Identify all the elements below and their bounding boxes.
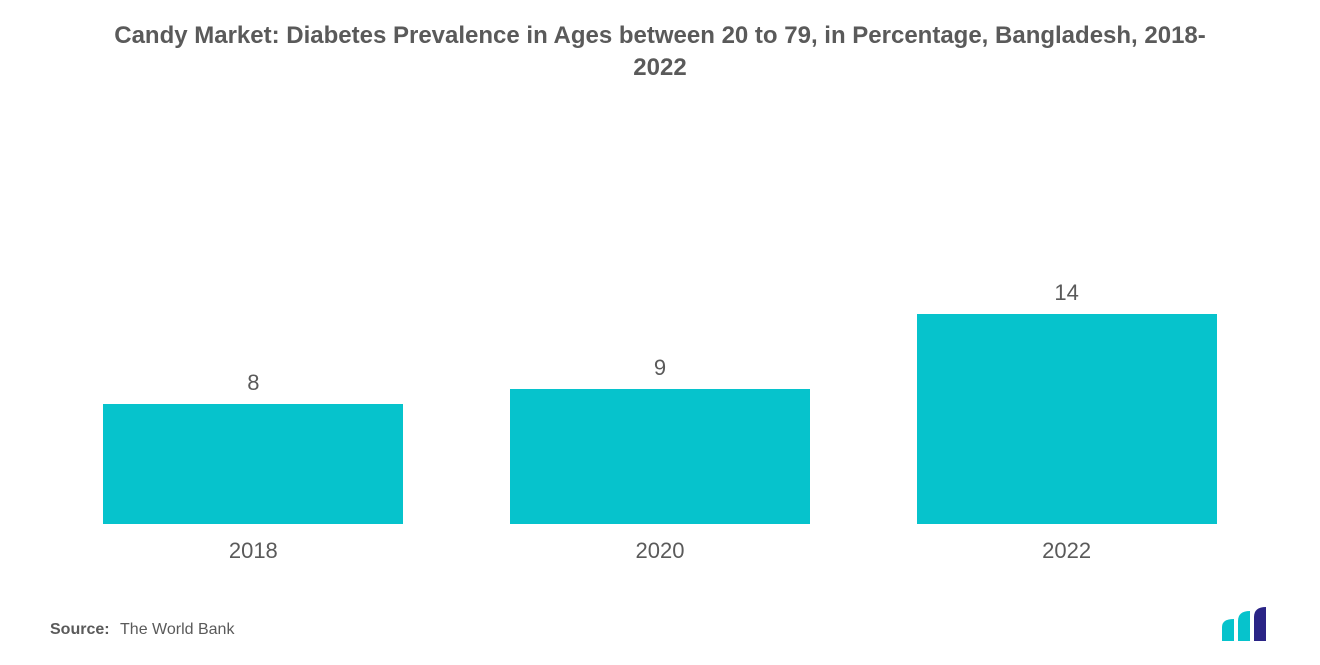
brand-logo-icon	[1220, 607, 1280, 643]
bars-row: 8 2018 9 2020 14 2022	[50, 145, 1270, 565]
source-text: The World Bank	[120, 621, 234, 638]
logo-wave-right	[1254, 607, 1266, 641]
chart-container: Candy Market: Diabetes Prevalence in Age…	[0, 0, 1320, 665]
bar	[510, 389, 810, 524]
bar	[917, 314, 1217, 524]
bar	[103, 404, 403, 524]
bar-group: 14 2022	[917, 280, 1217, 564]
chart-title: Candy Market: Diabetes Prevalence in Age…	[110, 20, 1210, 85]
bar-group: 9 2020	[510, 355, 810, 564]
bar-value-label: 9	[654, 355, 666, 381]
bar-group: 8 2018	[103, 370, 403, 564]
logo-wave-mid	[1238, 611, 1250, 641]
bar-category-label: 2022	[1042, 538, 1091, 564]
logo-wave-left	[1222, 619, 1234, 641]
chart-plot-area: 8 2018 9 2020 14 2022	[50, 145, 1270, 565]
source-label: Source:	[50, 621, 110, 638]
source-footer: Source: The World Bank	[50, 621, 234, 639]
bar-category-label: 2018	[229, 538, 278, 564]
bar-category-label: 2020	[636, 538, 685, 564]
bar-value-label: 14	[1054, 280, 1078, 306]
bar-value-label: 8	[247, 370, 259, 396]
